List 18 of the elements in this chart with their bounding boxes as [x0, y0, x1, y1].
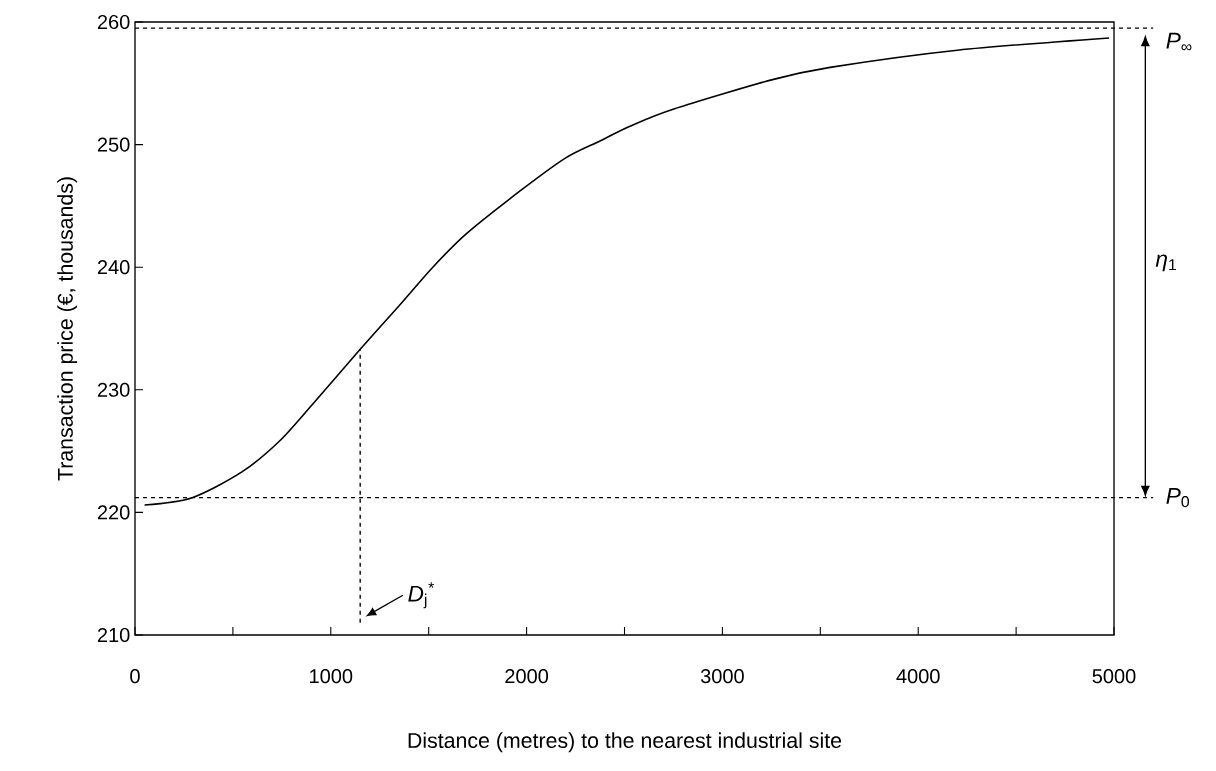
y-tick-label: 250 — [97, 137, 130, 152]
y-tick-label: 240 — [97, 260, 130, 275]
x-tick-label: 3000 — [700, 669, 744, 684]
y-tick-label: 230 — [97, 382, 130, 397]
x-tick-label: 0 — [130, 669, 140, 684]
y-axis-title: Transaction price (€, thousands) — [57, 177, 78, 481]
y-tick-label: 220 — [97, 505, 130, 520]
x-tick-label: 5000 — [1092, 669, 1136, 684]
y-tick-label: 210 — [97, 627, 130, 643]
ref-line-label: D$_{j}$* — [408, 582, 435, 609]
x-axis-title: Distance (metres) to the nearest industrial site — [408, 732, 842, 753]
x-tick-label: 1000 — [310, 669, 353, 684]
ref-line-label: P$_{0}$ — [1166, 488, 1190, 508]
x-tick-label: 4000 — [896, 669, 940, 684]
x-tick-label: 2000 — [505, 669, 549, 684]
ref-line-label: P$_{∞}$ — [1166, 32, 1192, 51]
text: η$_{1}$ — [1155, 254, 1177, 272]
y-tick-label: 260 — [97, 14, 130, 30]
